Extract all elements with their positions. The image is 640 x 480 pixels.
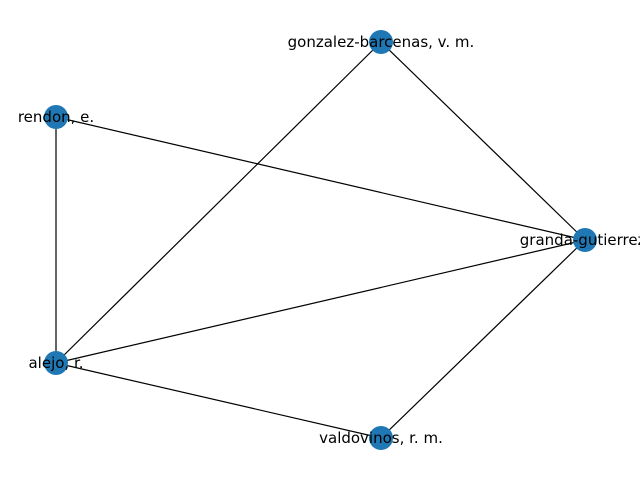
edge-gonzalez-alejo — [55, 41, 382, 364]
node-alejo — [44, 351, 68, 375]
node-label-gonzalez: gonzalez-barcenas, v. m. — [288, 33, 475, 51]
node-label-alejo: alejo, r. — [28, 354, 83, 372]
node-rendon — [44, 105, 68, 129]
edge-valdovinos-granda — [380, 239, 586, 439]
node-gonzalez — [369, 30, 393, 54]
edge-layer — [55, 41, 586, 439]
edge-gonzalez-granda — [380, 41, 586, 241]
node-label-rendon: rendon, e. — [18, 108, 94, 126]
edge-rendon-granda — [55, 116, 586, 241]
node-label-valdovinos: valdovinos, r. m. — [319, 429, 443, 447]
node-granda — [573, 228, 597, 252]
node-valdovinos — [369, 426, 393, 450]
edge-alejo-granda — [55, 239, 586, 364]
node-layer — [44, 30, 597, 450]
node-label-granda: granda-gutierrez, — [520, 231, 640, 249]
edge-alejo-valdovinos — [55, 362, 382, 439]
label-layer: gonzalez-barcenas, v. m. rendon, e. granda… — [18, 33, 640, 447]
